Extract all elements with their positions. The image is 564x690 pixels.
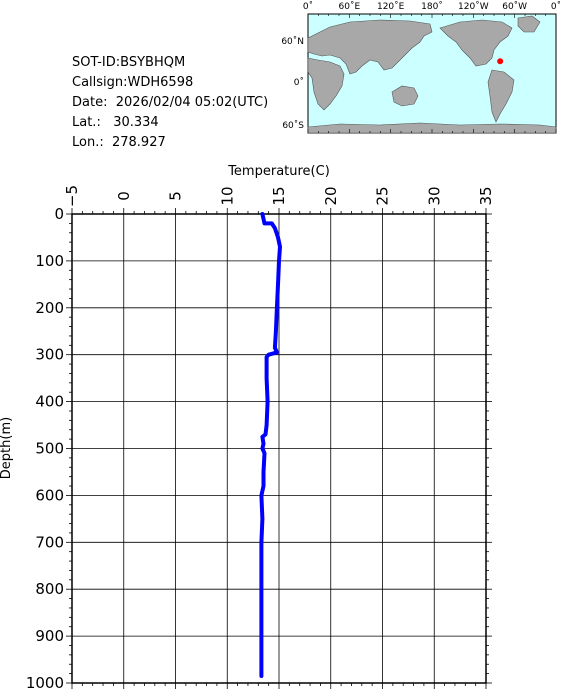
x-tick-label: 0 bbox=[115, 191, 133, 201]
x-tick-label: 25 bbox=[374, 186, 392, 205]
map-longitude-label: 0˚ bbox=[551, 1, 561, 12]
land-mass bbox=[391, 85, 419, 107]
map-longitude-label: 60˚W bbox=[502, 1, 527, 12]
x-tick-label: 30 bbox=[425, 186, 443, 205]
map-latitude-label: 60˚S bbox=[282, 120, 304, 131]
land-mass bbox=[307, 19, 433, 75]
y-tick-label: 300 bbox=[35, 346, 64, 364]
y-tick-label: 800 bbox=[35, 580, 64, 598]
series-group bbox=[259, 212, 282, 678]
land-mass bbox=[307, 57, 345, 111]
temperature-profile-line bbox=[259, 212, 282, 678]
x-tick-label: 10 bbox=[218, 186, 236, 205]
y-ticks: 0 100 200 300 400 500 600 700 800 900 1000 bbox=[26, 205, 492, 690]
date-text: Date: 2026/02/04 05:02(UTC) bbox=[72, 95, 269, 110]
map-longitude-label: 0˚ bbox=[303, 1, 313, 12]
map-longitude-label: 60˚E bbox=[339, 1, 361, 12]
map-longitude-label: 120˚E bbox=[377, 1, 405, 12]
x-tick-label: 20 bbox=[322, 186, 340, 205]
x-tick-label: 15 bbox=[270, 186, 288, 205]
y-tick-label: 600 bbox=[35, 486, 64, 504]
y-axis-label: Depth(m) bbox=[0, 417, 14, 479]
y-tick-label: 100 bbox=[35, 252, 64, 270]
y-tick-label: 900 bbox=[35, 627, 64, 645]
y-tick-label: 400 bbox=[35, 393, 64, 411]
lat-text: Lat.: 30.334 bbox=[72, 115, 159, 130]
land-mass bbox=[517, 15, 541, 33]
map-latitude-label: 60˚N bbox=[281, 36, 304, 47]
map-ticks bbox=[307, 14, 557, 133]
y-tick-label: 200 bbox=[35, 299, 64, 317]
land-mass bbox=[439, 19, 513, 67]
map-longitude-labels: 0˚ 60˚E 120˚E 180˚ 120˚W 60˚W 0˚ bbox=[303, 1, 561, 12]
y-tick-label: 0 bbox=[54, 205, 64, 223]
position-marker bbox=[497, 58, 504, 65]
sot-id-text: SOT-ID:BSYBHQM bbox=[72, 55, 186, 70]
map-longitude-label: 120˚W bbox=[458, 1, 489, 12]
profile-plot: −5 0 5 10 15 20 25 30 35 01002003004005006007008… bbox=[0, 164, 495, 690]
map-latitude-label: 0˚ bbox=[294, 77, 304, 88]
x-axis-label: Temperature(C) bbox=[227, 164, 330, 179]
x-tick-label: 5 bbox=[167, 191, 185, 201]
x-tick-label: 35 bbox=[477, 186, 495, 205]
lon-text: Lon.: 278.927 bbox=[72, 135, 166, 150]
y-tick-label: 700 bbox=[35, 533, 64, 551]
y-tick-label: 1000 bbox=[26, 674, 64, 690]
callsign-text: Callsign:WDH6598 bbox=[72, 75, 194, 90]
world-map: 0˚ 60˚E 120˚E 180˚ 120˚W 60˚W 0˚ 60˚N 0˚ 60˚S bbox=[281, 1, 561, 134]
map-longitude-label: 180˚ bbox=[421, 1, 443, 12]
map-land bbox=[307, 15, 557, 134]
land-mass bbox=[487, 69, 515, 123]
y-tick-label: 500 bbox=[35, 440, 64, 458]
x-tick-label: −5 bbox=[63, 185, 81, 207]
map-latitude-labels: 60˚N 0˚ 60˚S bbox=[281, 36, 304, 131]
x-ticks: −5 0 5 10 15 20 25 30 35 bbox=[63, 185, 495, 689]
